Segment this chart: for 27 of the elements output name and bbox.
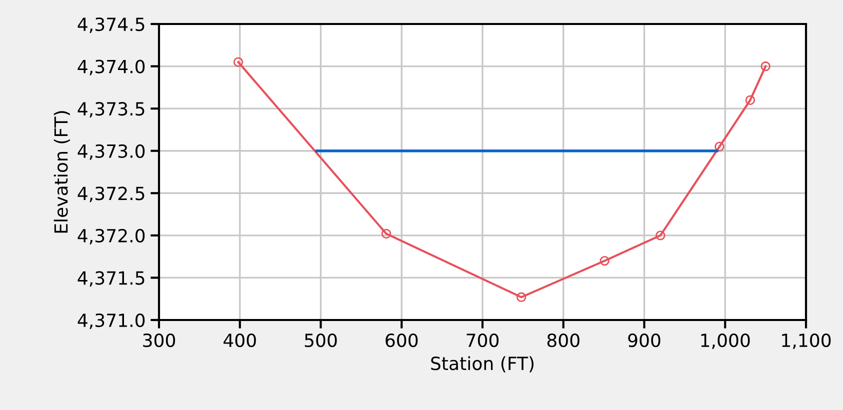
y-tick-label: 4,374.0 bbox=[78, 60, 145, 76]
y-tick-label: 4,371.5 bbox=[78, 271, 144, 287]
x-axis-title: Station (FT) bbox=[431, 356, 534, 372]
point bbox=[656, 230, 666, 240]
x-tick-label: 400 bbox=[224, 334, 256, 348]
point bbox=[714, 142, 724, 152]
point bbox=[233, 57, 244, 67]
y-tick-label: 4,373.5 bbox=[78, 102, 144, 118]
y-tick-label: 4,372.0 bbox=[78, 228, 145, 244]
x-tick-label: 1,100 bbox=[782, 334, 831, 350]
x-tick-label: 300 bbox=[143, 334, 176, 348]
y-tick-label: 4,373.0 bbox=[78, 144, 145, 160]
x-tick-label: 500 bbox=[304, 334, 337, 348]
y-tick-label: 4,371.0 bbox=[78, 313, 145, 329]
x-tick-label: 800 bbox=[547, 334, 580, 348]
point bbox=[600, 256, 610, 266]
x-tick-label: 1,000 bbox=[701, 334, 750, 350]
y-tick-label: 4,374.5 bbox=[78, 17, 144, 33]
x-tick-label: 900 bbox=[628, 334, 660, 348]
x-tick-label: 600 bbox=[386, 334, 418, 348]
point bbox=[516, 292, 526, 302]
y-tick-label: 4,372.5 bbox=[78, 186, 144, 202]
x-tick-label: 700 bbox=[466, 334, 499, 348]
point bbox=[381, 228, 392, 239]
point bbox=[745, 95, 756, 105]
y-axis-title: Elevation (FT) bbox=[54, 111, 70, 233]
point bbox=[760, 61, 770, 72]
